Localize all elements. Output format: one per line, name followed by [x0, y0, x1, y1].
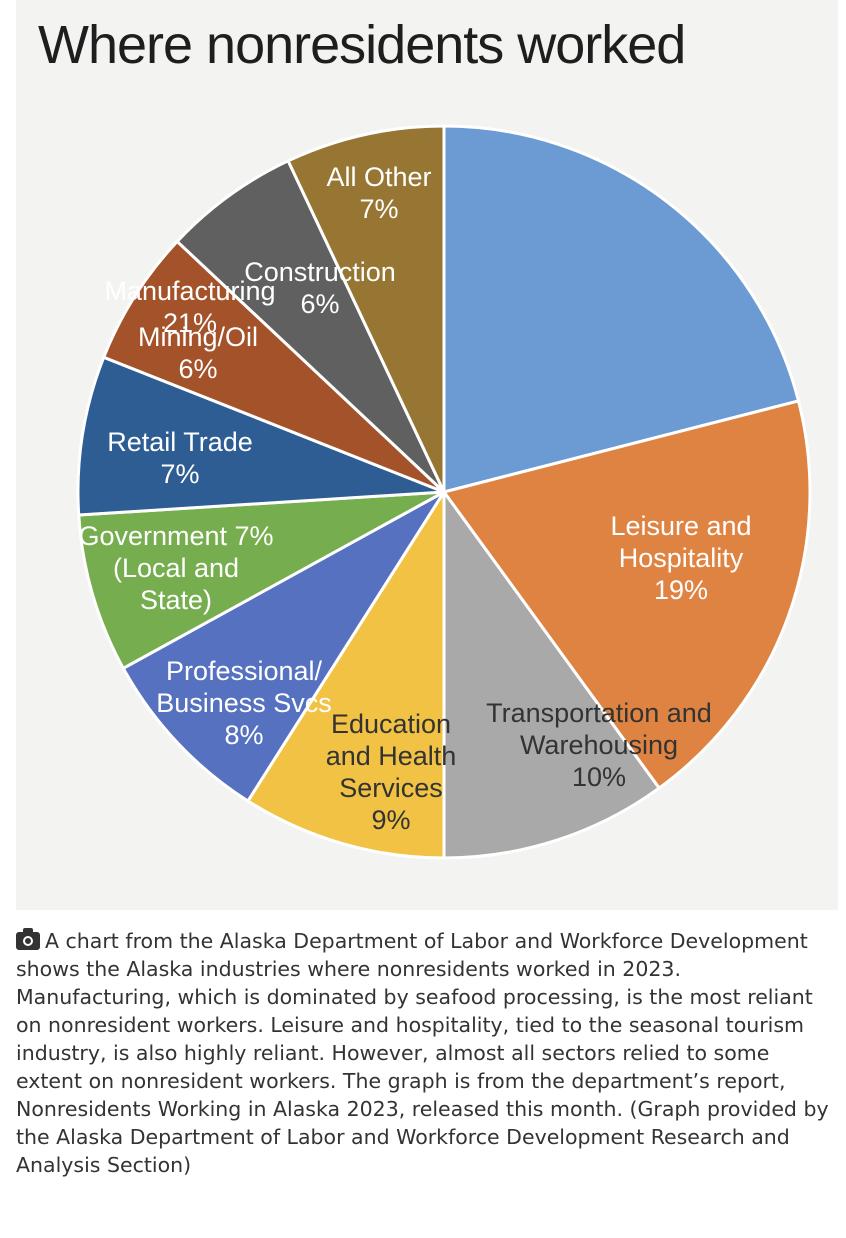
pie-slice-leisure-and-hospitality	[441, 399, 812, 791]
pie-chart: Manufacturing 21% Leisure and Hospitality 19…	[76, 124, 812, 860]
slice-label-manufacturing: Manufacturing 21%	[104, 276, 275, 338]
pie-slice-education-and-health-services	[245, 486, 446, 860]
pie-slice-manufacturing	[442, 124, 801, 494]
slice-label-construction: Construction 6%	[244, 257, 396, 319]
slice-label-retail-trade: Retail Trade 7%	[107, 427, 253, 489]
slice-label-transportation-and-warehousing: Transportation and Warehousing 10%	[486, 698, 712, 792]
photo-caption: A chart from the Alaska Department of La…	[16, 927, 836, 1179]
chart-figure: Where nonresidents worked Manufacturing 2…	[16, 0, 838, 910]
slice-label-education-and-health-services: Education and Health Services 9%	[326, 709, 457, 835]
caption-text: A chart from the Alaska Department of La…	[16, 929, 829, 1177]
slice-label-professional-business-svcs: Professional/Business Svcs 8%	[156, 656, 332, 750]
pie-slice-professional-business-svcs	[121, 490, 446, 804]
pie-slice-transportation-and-warehousing	[442, 487, 662, 860]
pie-slice-mining-oil	[101, 239, 446, 494]
pie-slice-retail-trade	[76, 355, 445, 517]
pie-slice-construction	[175, 158, 446, 494]
pie-slice-all-other	[286, 124, 446, 493]
camera-icon	[16, 928, 40, 950]
chart-title: Where nonresidents worked	[38, 15, 686, 75]
slice-label-government-local-and-state: Government 7% (Local and State)	[78, 521, 273, 615]
slice-label-all-other: All Other 7%	[326, 162, 431, 224]
slice-label-mining-oil: Mining/Oil 6%	[138, 322, 258, 384]
pie-slice-government-local-and-state	[77, 490, 445, 671]
slice-label-leisure-and-hospitality: Leisure and Hospitality 19%	[610, 511, 751, 605]
